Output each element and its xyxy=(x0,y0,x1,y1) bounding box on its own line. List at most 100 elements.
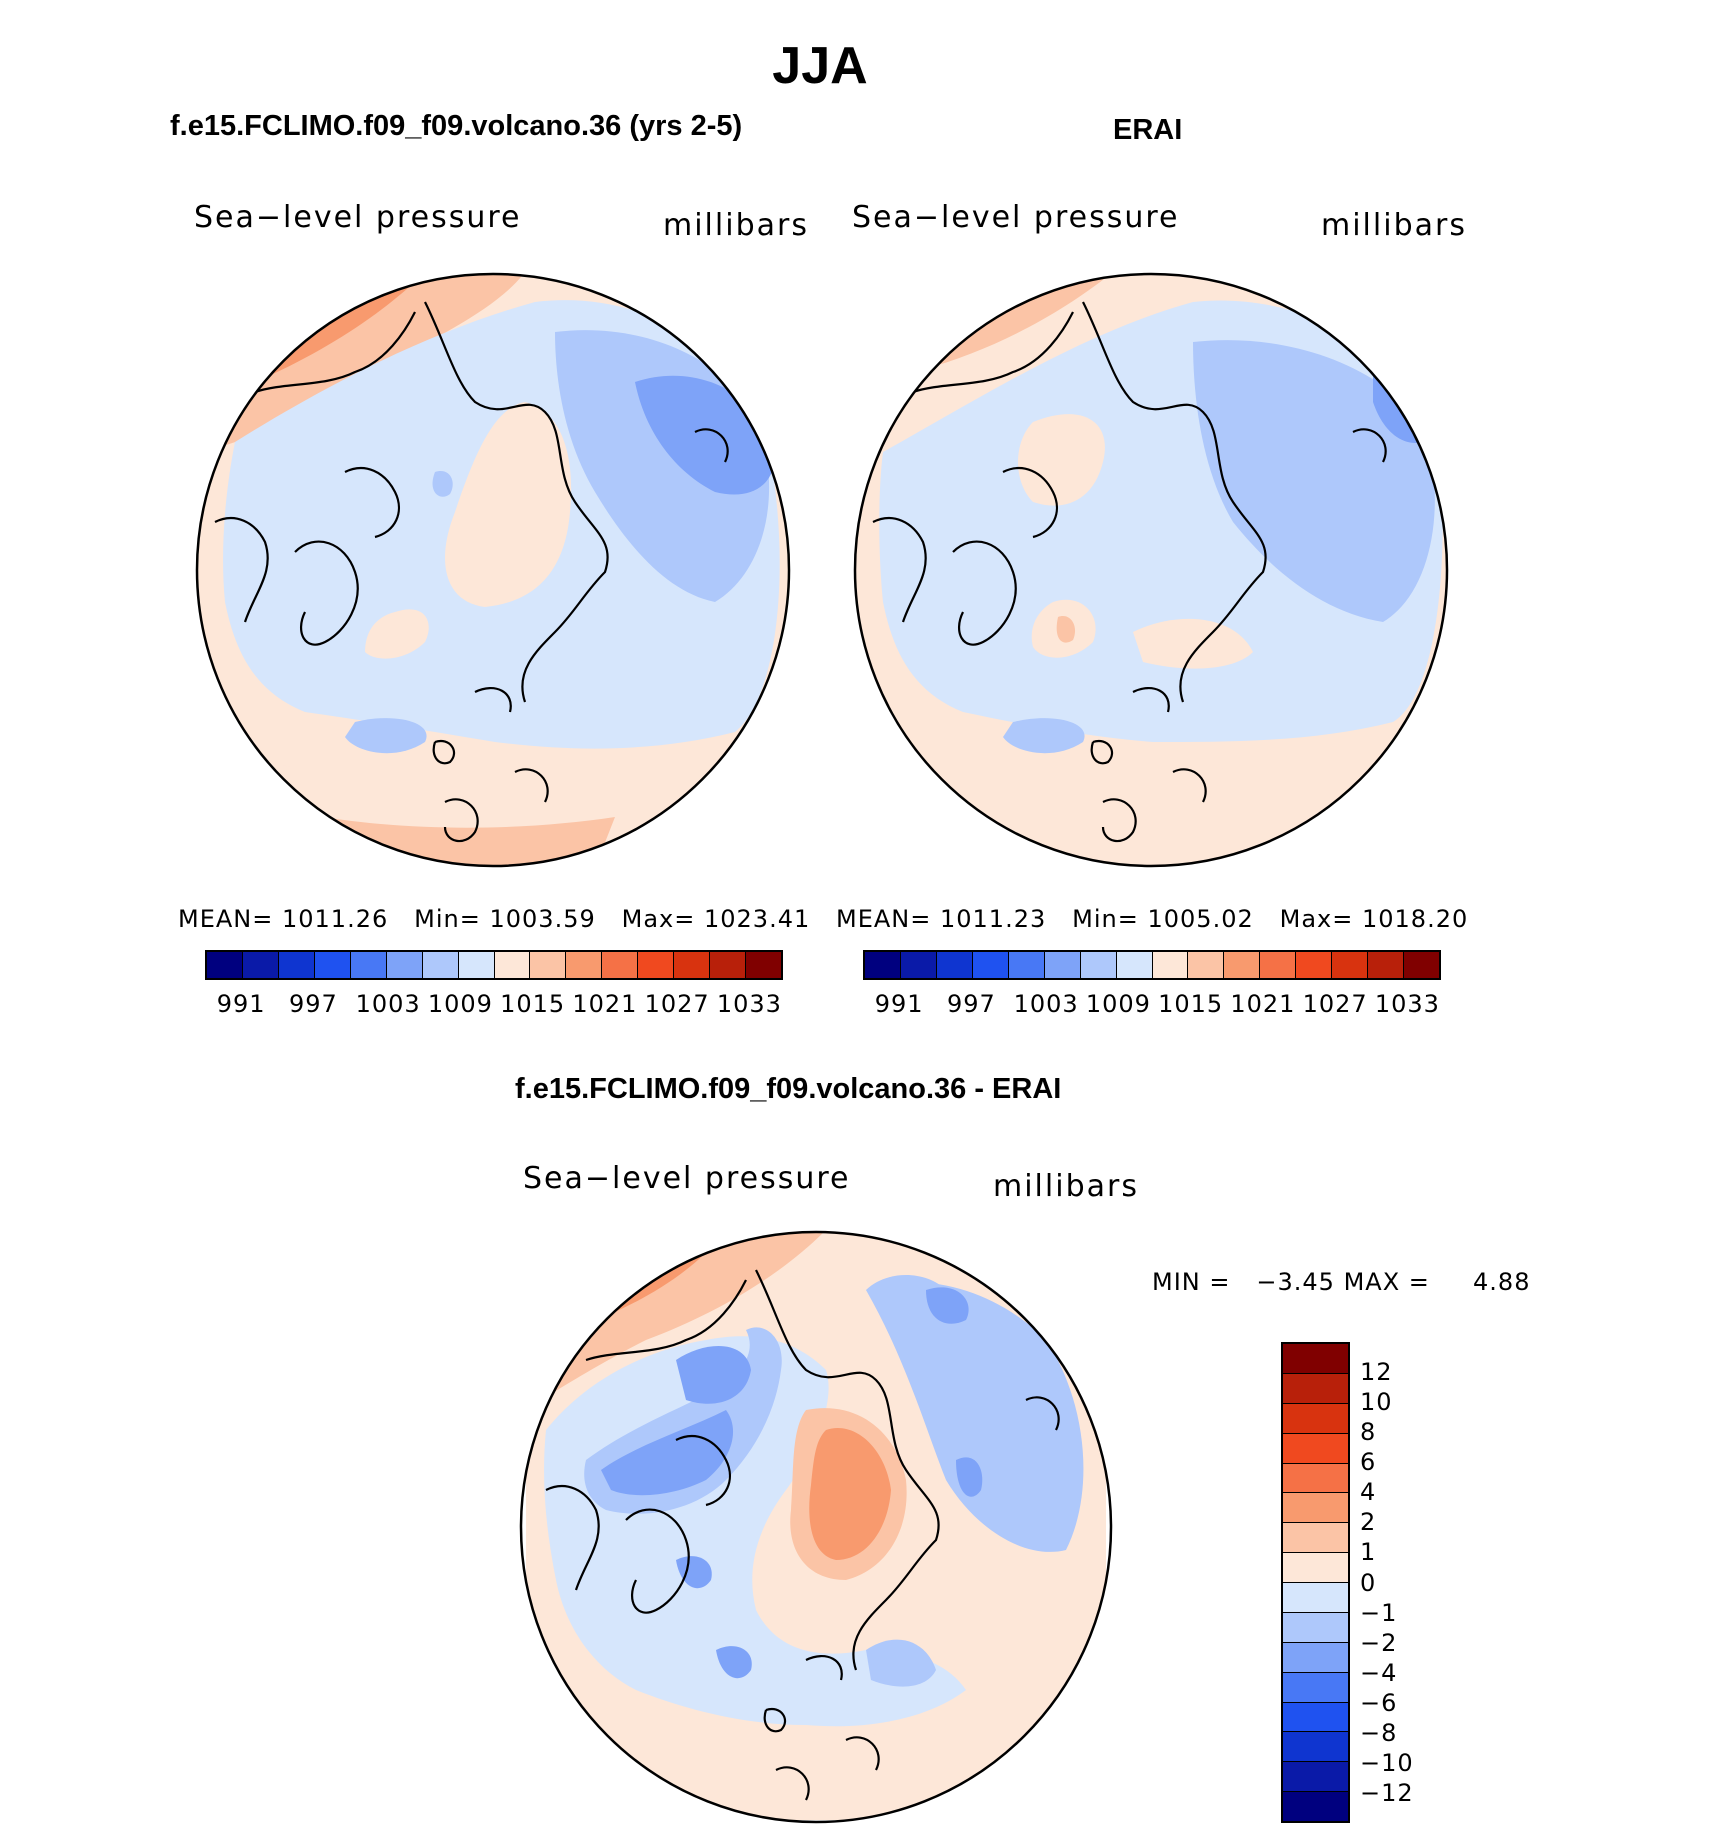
model-max-value: 1023.41 xyxy=(704,905,811,933)
diff-polar-map xyxy=(519,1230,1113,1824)
colorbar-swatch xyxy=(1283,1702,1348,1733)
colorbar-swatch xyxy=(638,952,675,978)
colorbar-tick-label: 991 xyxy=(874,990,924,1018)
colorbar-swatch xyxy=(1283,1732,1348,1763)
colorbar-swatch xyxy=(314,952,351,978)
colorbar-swatch xyxy=(386,952,423,978)
colorbar-tick-label: −1 xyxy=(1360,1598,1398,1627)
colorbar-tick-label: 1033 xyxy=(1374,990,1440,1018)
colorbar-swatch xyxy=(1332,952,1369,978)
colorbar-swatch xyxy=(746,952,781,978)
colorbar-swatch xyxy=(1188,952,1225,978)
model-polar-map xyxy=(195,272,791,868)
obs-panel-title: ERAI xyxy=(1113,114,1183,146)
colorbar-swatch xyxy=(494,952,531,978)
colorbar-swatch xyxy=(350,952,387,978)
colorbar-swatch xyxy=(674,952,711,978)
colorbar-swatch xyxy=(207,952,243,978)
colorbar-tick-label: 1033 xyxy=(716,990,782,1018)
diff-variable-label: Sea−level pressure xyxy=(523,1161,851,1196)
model-stats: MEAN= 1011.26 Min= 1003.59 Max= 1023.41 xyxy=(178,905,810,933)
colorbar-swatch xyxy=(1283,1762,1348,1793)
model-mean-label: MEAN= xyxy=(178,905,274,933)
colorbar-swatch xyxy=(865,952,901,978)
colorbar-tick-label: −6 xyxy=(1360,1688,1398,1717)
colorbar-swatch xyxy=(1368,952,1405,978)
obs-colorbar xyxy=(863,950,1441,980)
colorbar-swatch xyxy=(278,952,315,978)
colorbar-tick-label: 1009 xyxy=(1085,990,1151,1018)
colorbar-swatch xyxy=(1404,952,1439,978)
model-units-label: millibars xyxy=(663,208,809,243)
colorbar-tick-label: 4 xyxy=(1360,1478,1377,1507)
colorbar-tick-label: −10 xyxy=(1360,1748,1414,1777)
figure-title: JJA xyxy=(772,37,868,95)
colorbar-swatch xyxy=(1283,1463,1348,1494)
diff-max-value: 4.88 xyxy=(1473,1268,1531,1296)
colorbar-tick-label: 1021 xyxy=(1230,990,1296,1018)
colorbar-swatch xyxy=(1283,1672,1348,1703)
colorbar-tick-label: 0 xyxy=(1360,1568,1377,1597)
colorbar-tick-label: 1021 xyxy=(572,990,638,1018)
colorbar-tick-label: 6 xyxy=(1360,1448,1377,1477)
colorbar-swatch xyxy=(242,952,279,978)
obs-mean-value: 1011.23 xyxy=(940,905,1047,933)
colorbar-swatch xyxy=(936,952,973,978)
colorbar-tick-label: 1027 xyxy=(1302,990,1368,1018)
colorbar-swatch xyxy=(972,952,1009,978)
diff-colorbar xyxy=(1281,1342,1350,1823)
obs-polar-map xyxy=(853,272,1449,868)
colorbar-tick-label: 1003 xyxy=(355,990,421,1018)
obs-mean-label: MEAN= xyxy=(836,905,932,933)
colorbar-swatch xyxy=(710,952,747,978)
model-max-label: Max= xyxy=(621,905,696,933)
model-colorbar xyxy=(205,950,783,980)
obs-max-value: 1018.20 xyxy=(1362,905,1469,933)
model-variable-label: Sea−level pressure xyxy=(194,200,522,235)
colorbar-tick-label: 1 xyxy=(1360,1538,1377,1567)
colorbar-tick-label: 1009 xyxy=(427,990,493,1018)
model-panel-title: f.e15.FCLIMO.f09_f09.volcano.36 (yrs 2-5… xyxy=(170,110,743,142)
colorbar-swatch xyxy=(1283,1642,1348,1673)
model-min-label: Min= xyxy=(414,905,481,933)
diff-stats: MIN = −3.45 MAX = 4.88 xyxy=(1152,1268,1530,1296)
colorbar-swatch xyxy=(1044,952,1081,978)
colorbar-tick-label: −2 xyxy=(1360,1628,1398,1657)
obs-units-label: millibars xyxy=(1321,208,1467,243)
model-min-value: 1003.59 xyxy=(489,905,596,933)
colorbar-swatch xyxy=(1260,952,1297,978)
colorbar-tick-label: 1003 xyxy=(1013,990,1079,1018)
colorbar-tick-label: −4 xyxy=(1360,1658,1398,1687)
colorbar-swatch xyxy=(1283,1612,1348,1643)
colorbar-tick-label: 997 xyxy=(288,990,338,1018)
colorbar-swatch xyxy=(1283,1433,1348,1464)
colorbar-tick-label: 2 xyxy=(1360,1508,1377,1537)
colorbar-tick-label: 997 xyxy=(946,990,996,1018)
obs-min-value: 1005.02 xyxy=(1147,905,1254,933)
diff-min-value: −3.45 xyxy=(1256,1268,1335,1296)
colorbar-swatch xyxy=(458,952,495,978)
diff-max-label: MAX = xyxy=(1343,1268,1430,1296)
colorbar-swatch xyxy=(1283,1373,1348,1404)
colorbar-tick-label: 1027 xyxy=(644,990,710,1018)
colorbar-swatch xyxy=(1116,952,1153,978)
colorbar-tick-label: 991 xyxy=(216,990,266,1018)
colorbar-swatch xyxy=(602,952,639,978)
colorbar-swatch xyxy=(1296,952,1333,978)
colorbar-tick-label: 8 xyxy=(1360,1418,1377,1447)
colorbar-tick-label: 10 xyxy=(1360,1388,1393,1417)
diff-units-label: millibars xyxy=(993,1169,1139,1204)
colorbar-swatch xyxy=(1224,952,1261,978)
colorbar-swatch xyxy=(1283,1493,1348,1524)
colorbar-swatch xyxy=(1283,1553,1348,1583)
colorbar-swatch xyxy=(1283,1523,1348,1554)
diff-min-label: MIN = xyxy=(1152,1268,1231,1296)
colorbar-swatch xyxy=(1283,1403,1348,1434)
colorbar-swatch xyxy=(900,952,937,978)
colorbar-swatch xyxy=(1283,1344,1348,1374)
obs-stats: MEAN= 1011.23 Min= 1005.02 Max= 1018.20 xyxy=(836,905,1468,933)
diff-panel-title: f.e15.FCLIMO.f09_f09.volcano.36 - ERAI xyxy=(515,1073,1062,1105)
model-mean-value: 1011.26 xyxy=(282,905,389,933)
colorbar-swatch xyxy=(1080,952,1117,978)
obs-min-label: Min= xyxy=(1072,905,1139,933)
